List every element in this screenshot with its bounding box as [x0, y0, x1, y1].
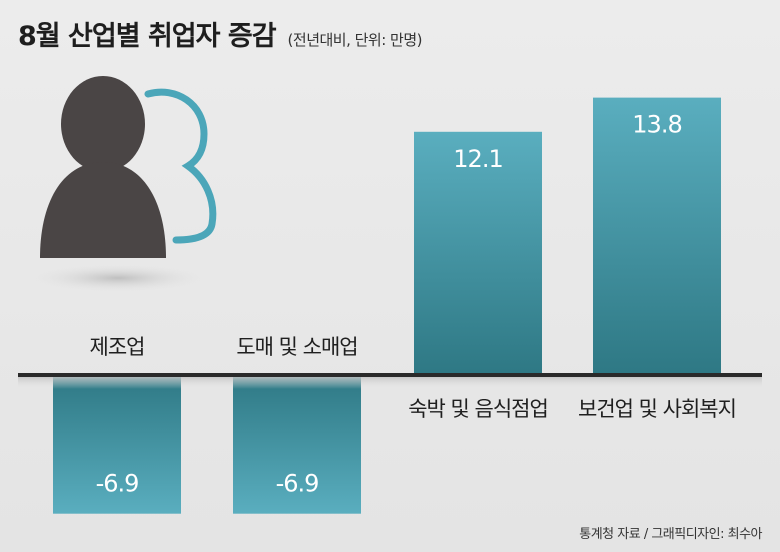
category-label-1: 제조업 [90, 335, 145, 359]
person-icon [30, 76, 217, 292]
value-label-1: -6.9 [96, 470, 139, 498]
category-label-4: 보건업 및 사회복지 [578, 397, 736, 421]
title-row: 8월 산업별 취업자 증감 (전년대비, 단위: 만명) [18, 14, 423, 53]
bar-4 [593, 97, 721, 376]
bar-2 [233, 375, 361, 514]
chart-title: 8월 산업별 취업자 증감 [18, 21, 277, 52]
value-label-3: 12.1 [453, 145, 502, 173]
category-label-3: 숙박 및 음식점업 [408, 397, 548, 421]
baseline-shadow [18, 375, 762, 389]
baseline-group [18, 373, 762, 389]
bar-1 [53, 375, 181, 514]
source-note: 통계청 자료 / 그래픽디자인: 최수아 [579, 527, 762, 542]
bar-3 [414, 131, 542, 375]
value-label-4: 13.8 [632, 111, 681, 139]
category-label-2: 도매 및 소매업 [236, 335, 357, 359]
labels-group: -6.9 제조업 -6.9 도매 및 소매업 12.1 숙박 및 음식점업 13.8 보건업 … [90, 111, 737, 498]
chart-subtitle: (전년대비, 단위: 만명) [287, 31, 423, 49]
bars-group [53, 97, 721, 514]
zero-baseline [18, 373, 762, 377]
value-label-2: -6.9 [276, 470, 319, 498]
